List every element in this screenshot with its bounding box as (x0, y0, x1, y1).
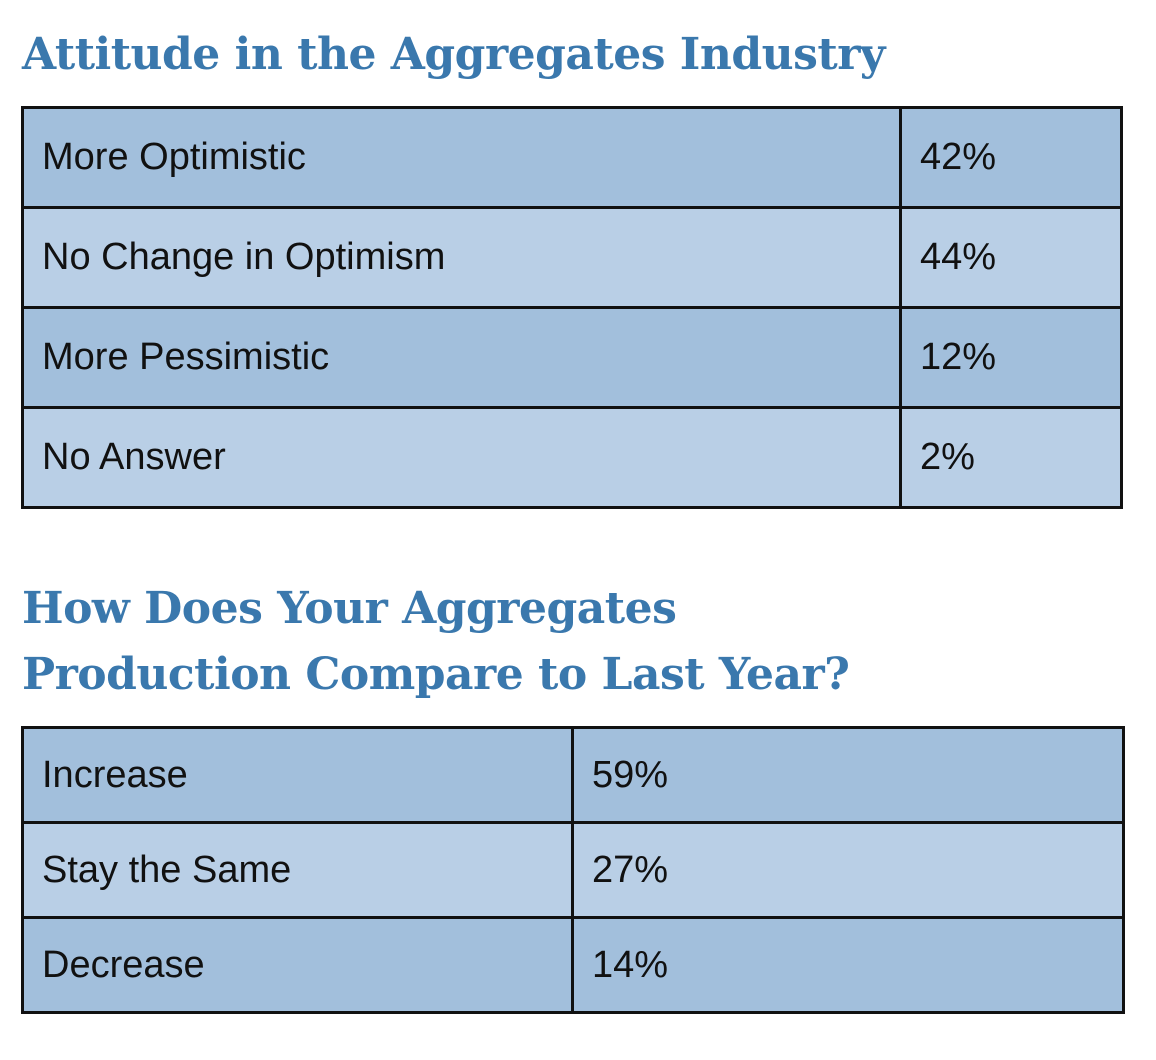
row-value: 12% (899, 306, 1123, 409)
row-value: 27% (571, 821, 1125, 919)
row-label: More Optimistic (21, 106, 902, 209)
table-row: No Change in Optimism 44% (21, 206, 1123, 309)
production-table-title: How Does Your Aggregates Production Comp… (22, 576, 850, 708)
table-row: No Answer 2% (21, 406, 1123, 509)
row-label: No Answer (21, 406, 902, 509)
row-label: Stay the Same (21, 821, 574, 919)
production-table: Increase 59% Stay the Same 27% Decrease … (21, 726, 1125, 1014)
attitude-table: More Optimistic 42% No Change in Optimis… (21, 106, 1123, 509)
row-label: More Pessimistic (21, 306, 902, 409)
table-row: Decrease 14% (21, 916, 1125, 1014)
row-label: Decrease (21, 916, 574, 1014)
row-value: 2% (899, 406, 1123, 509)
table-row: More Optimistic 42% (21, 106, 1123, 209)
attitude-table-title: Attitude in the Aggregates Industry (22, 22, 885, 88)
attitude-title-text: Attitude in the Aggregates Industry (22, 29, 885, 80)
row-label: Increase (21, 726, 574, 824)
row-value: 14% (571, 916, 1125, 1014)
row-value: 44% (899, 206, 1123, 309)
table-row: More Pessimistic 12% (21, 306, 1123, 409)
table-row: Stay the Same 27% (21, 821, 1125, 919)
row-value: 42% (899, 106, 1123, 209)
production-title-line-1: How Does Your Aggregates (22, 583, 677, 634)
row-value: 59% (571, 726, 1125, 824)
row-label: No Change in Optimism (21, 206, 902, 309)
production-title-line-2: Production Compare to Last Year? (22, 649, 850, 700)
table-row: Increase 59% (21, 726, 1125, 824)
